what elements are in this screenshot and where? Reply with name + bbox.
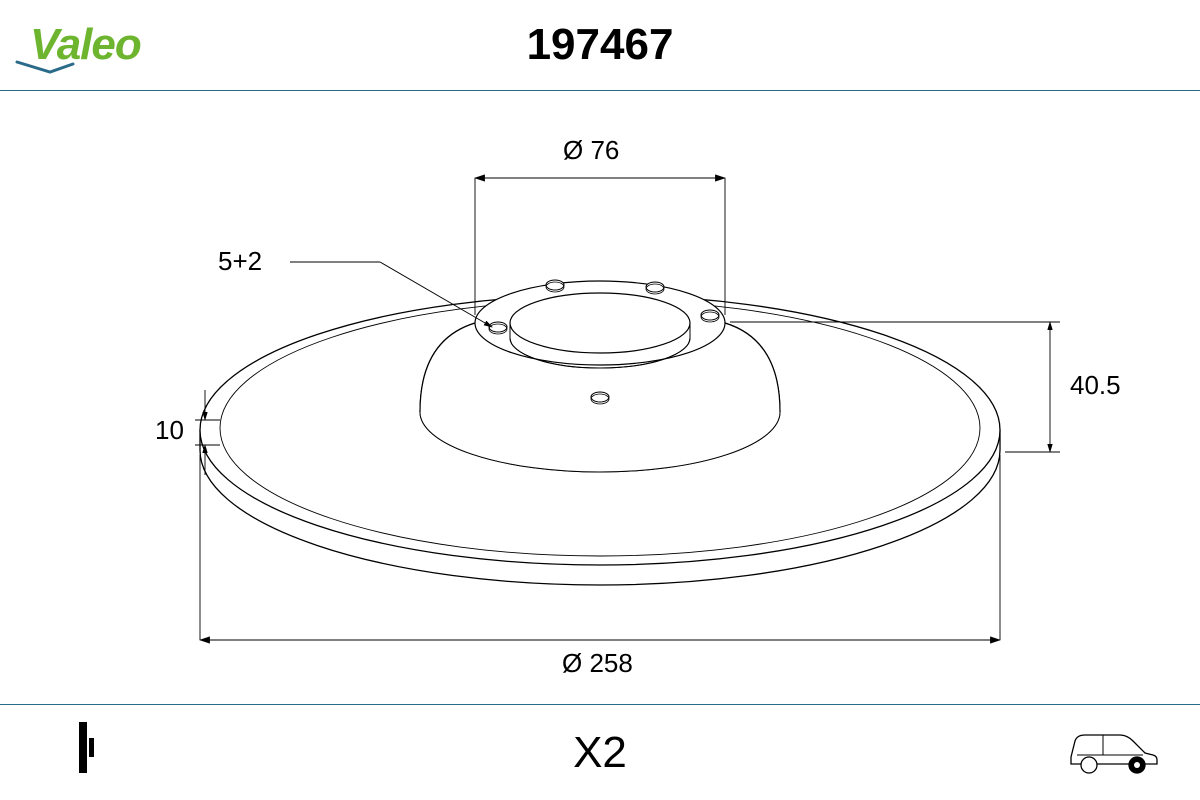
footer: X2 <box>0 705 1200 800</box>
disc-side-icon <box>75 720 99 775</box>
technical-drawing: Ø 76 5+2 10 40.5 Ø 258 <box>0 90 1200 705</box>
label-hub-diameter: Ø 76 <box>563 135 619 166</box>
bore-top <box>510 293 690 353</box>
label-height: 40.5 <box>1070 370 1121 401</box>
logo-swoosh-icon <box>15 60 75 75</box>
quantity-label: X2 <box>573 728 627 778</box>
header: Valeo 197467 <box>0 0 1200 90</box>
car-rear-icon <box>1065 727 1160 775</box>
drawing-svg <box>0 90 1200 705</box>
part-number: 197467 <box>527 20 674 70</box>
brand-logo: Valeo <box>30 20 141 70</box>
label-bolt-pattern: 5+2 <box>218 246 262 277</box>
label-outer-diameter: Ø 258 <box>562 648 633 679</box>
label-thickness: 10 <box>155 415 184 446</box>
